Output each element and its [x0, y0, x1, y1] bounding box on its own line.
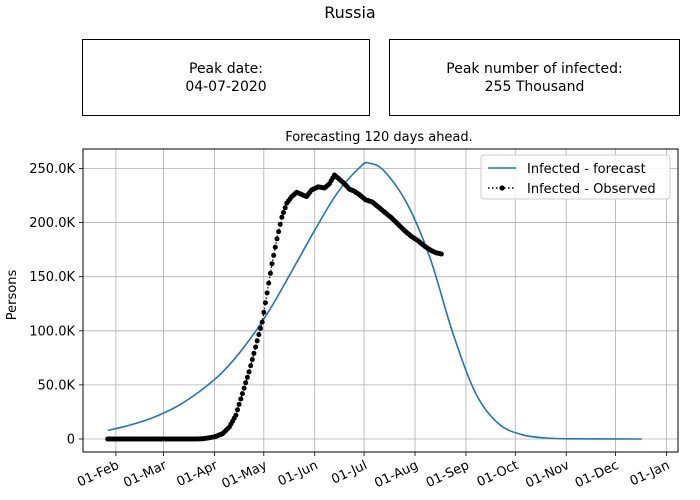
peak-infected-box: Peak number of infected: 255 Thousand [389, 39, 680, 116]
y-tick-label: 0 [67, 433, 75, 448]
observed-point [271, 252, 277, 258]
observed-point [236, 401, 242, 407]
legend-forecast-label: Infected - forecast [527, 162, 646, 177]
observed-series [105, 172, 444, 442]
observed-point [256, 332, 262, 338]
peak-infected-value: 255 Thousand [484, 78, 585, 95]
legend-observed-marker [499, 185, 505, 191]
x-tick-label: 01-Aug [372, 458, 420, 491]
figure-title: Russia [324, 3, 376, 22]
observed-point [262, 300, 268, 306]
x-tick-label: 01-Sep [424, 458, 472, 491]
observed-point [279, 214, 285, 220]
observed-point [248, 363, 254, 369]
observed-point [239, 391, 245, 397]
x-tick-label: 01-Feb [75, 458, 121, 490]
x-tick-label: 01-Jul [329, 458, 369, 488]
y-tick-label: 150.0K [29, 270, 75, 285]
observed-point [438, 251, 444, 257]
observed-point [274, 236, 280, 242]
observed-point [254, 338, 260, 344]
observed-point [258, 325, 263, 331]
observed-point [266, 280, 272, 286]
x-tick-label: 01-Jun [276, 458, 321, 489]
peak-date-label: Peak date: [189, 60, 263, 77]
x-tick-label: 01-Oct [475, 458, 521, 490]
x-tick-label: 01-Jan [628, 458, 672, 489]
observed-point [259, 319, 265, 325]
observed-point [281, 210, 286, 215]
series-layer [105, 161, 642, 442]
peak-infected-label: Peak number of infected: [446, 60, 623, 77]
x-tick-label: 01-Nov [523, 458, 572, 491]
y-tick-label: 200.0K [29, 216, 75, 231]
y-tick-label: 100.0K [29, 324, 75, 339]
observed-point [272, 244, 278, 250]
observed-point [241, 385, 247, 391]
y-axis-label: Persons [5, 270, 20, 321]
x-tick-label: 01-May [220, 458, 270, 492]
observed-point [249, 357, 255, 362]
observed-point [246, 369, 252, 375]
y-tick-label: 250.0K [29, 162, 75, 177]
observed-point [277, 221, 283, 227]
observed-point [276, 229, 282, 235]
observed-point [269, 261, 275, 267]
peak-date-value: 04-07-2020 [185, 78, 267, 95]
y-tick-label: 50.0K [38, 378, 76, 393]
peak-date-box: Peak date: 04-07-2020 [82, 39, 370, 116]
x-tick-label: 01-Mar [121, 458, 169, 491]
legend-observed-label: Infected - Observed [527, 182, 656, 197]
chart-title: Forecasting 120 days ahead. [285, 130, 473, 145]
observed-point [233, 412, 239, 418]
observed-point [243, 380, 249, 386]
observed-point [264, 290, 270, 296]
x-tick-label: 01-Apr [174, 458, 220, 490]
observed-point [282, 205, 288, 211]
observed-point [244, 374, 250, 380]
x-tick-label: 01-Dec [573, 458, 621, 491]
legend-box [480, 154, 671, 200]
forecast-line [107, 161, 642, 440]
observed-point [253, 344, 259, 350]
observed-point [261, 309, 267, 315]
observed-point [251, 350, 257, 356]
chart-legend: Infected - forecast Infected - Observed [480, 154, 671, 200]
observed-point [235, 407, 240, 413]
plot-frame [82, 148, 679, 453]
observed-point [267, 270, 273, 276]
observed-point [238, 396, 244, 402]
y-axis: 0 50.0K 100.0K 150.0K 200.0K 250.0K [29, 162, 83, 448]
x-axis: 01-Feb 01-Mar 01-Apr 01-May 01-Jun 01-Jul 01-A… [75, 452, 672, 492]
